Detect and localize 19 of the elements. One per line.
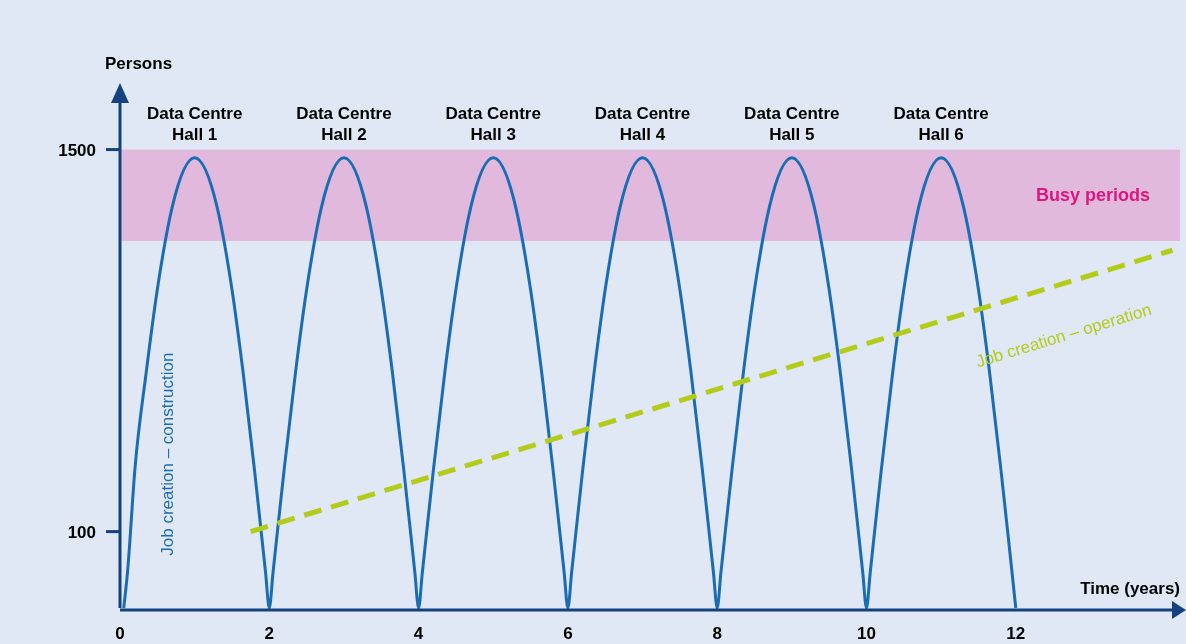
annotation: Data Centre Hall 3 bbox=[445, 103, 541, 144]
annotation: Data Centre Hall 5 bbox=[744, 103, 840, 144]
annotation: Data Centre Hall 2 bbox=[296, 103, 392, 144]
x-tick-label: 4 bbox=[413, 624, 424, 643]
annotation: Data Centre Hall 4 bbox=[594, 103, 691, 144]
x-tick-label: 10 bbox=[857, 624, 876, 643]
x-tick-label: 6 bbox=[563, 624, 573, 643]
y-axis-title: Persons bbox=[105, 54, 173, 73]
y-tick-label: 1500 bbox=[58, 140, 96, 160]
x-tick-label: 0 bbox=[115, 624, 125, 643]
text: Job creation – construction bbox=[157, 352, 177, 556]
x-tick-label: 12 bbox=[1006, 624, 1026, 643]
x-tick-label: 2 bbox=[264, 624, 275, 643]
band-label: Busy periods bbox=[1035, 185, 1150, 206]
x-axis-title: Time (years) bbox=[1080, 579, 1180, 598]
annotation: Data Centre Hall 6 bbox=[893, 103, 989, 144]
x-tick-label: 8 bbox=[712, 624, 722, 643]
y-tick-label: 100 bbox=[67, 522, 96, 542]
annotation: Data Centre Hall 1 bbox=[146, 103, 243, 144]
